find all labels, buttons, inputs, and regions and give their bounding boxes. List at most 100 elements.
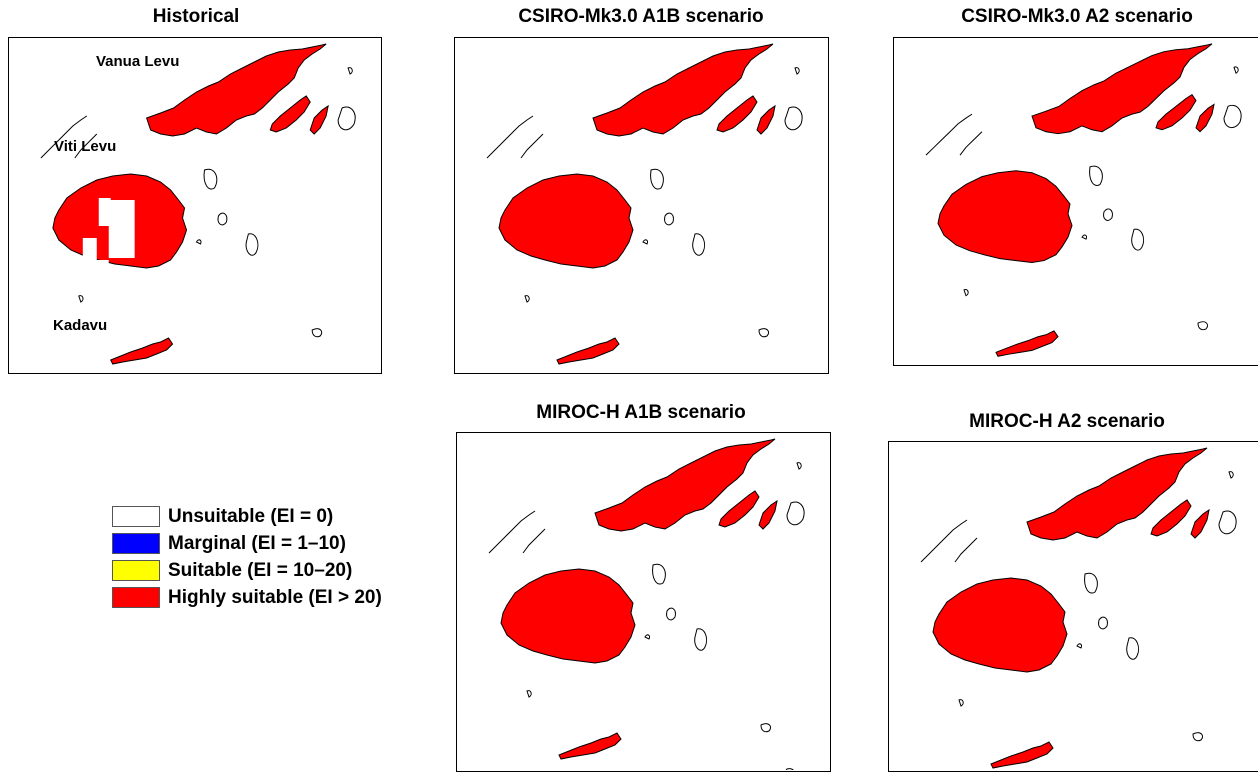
small-island-outline (1090, 166, 1103, 185)
small-island-outline (196, 240, 201, 244)
small-island-outline (665, 213, 674, 225)
island-vanua-levu-east (270, 96, 310, 132)
small-island-outline (521, 134, 543, 158)
map-csiro-a2 (893, 37, 1258, 366)
map-layer (921, 448, 1236, 772)
map-miroc-a2 (888, 441, 1258, 772)
small-island-outline (964, 289, 968, 295)
small-island-outline (1132, 229, 1144, 250)
island-vanua-levu-east (1151, 500, 1191, 536)
island-vanua-levu-east (1156, 95, 1196, 130)
map-miroc-a1b (456, 432, 831, 772)
island-vanua-levu (593, 44, 773, 136)
legend-item-marginal: Marginal (EI = 1–10) (112, 530, 382, 557)
legend-label: Highly suitable (EI > 20) (168, 587, 382, 609)
island-viti-levu (499, 174, 633, 268)
fiji-map (455, 38, 829, 374)
panel-title: CSIRO-Mk3.0 A1B scenario (518, 6, 763, 28)
island-viti-levu (933, 578, 1067, 672)
small-island-outline (525, 296, 529, 302)
small-island-outline (787, 502, 804, 525)
label-kadavu: Kadavu (53, 317, 107, 334)
legend-swatch (112, 560, 160, 581)
small-island-outline (1219, 511, 1236, 534)
small-island-outline (1234, 67, 1238, 73)
small-island-outline (1104, 209, 1113, 220)
legend-label: Marginal (EI = 1–10) (168, 533, 346, 555)
legend-label: Unsuitable (EI = 0) (168, 506, 333, 528)
small-island-outline (651, 169, 664, 189)
small-island-outline (1127, 638, 1139, 659)
label-viti-levu: Viti Levu (54, 138, 116, 155)
small-island-outline (523, 529, 545, 553)
small-island-outline (693, 234, 705, 255)
panel-title: CSIRO-Mk3.0 A2 scenario (961, 6, 1193, 28)
small-island-outline (204, 169, 217, 189)
island-vanua-levu (1027, 448, 1207, 540)
map-layer (489, 439, 804, 770)
map-csiro-a1b (454, 37, 829, 374)
map-layer (926, 44, 1241, 366)
small-island-outline (1198, 322, 1208, 330)
legend: Unsuitable (EI = 0) Marginal (EI = 1–10)… (112, 503, 382, 611)
small-island-outline (527, 691, 531, 697)
panel-title: Historical (153, 6, 240, 28)
small-island-outline (653, 564, 666, 584)
small-island-outline (1085, 573, 1098, 593)
small-island-outline (761, 724, 771, 732)
small-island-outline (246, 234, 258, 255)
unsuitable-cell (83, 238, 97, 260)
small-island-outline (312, 329, 322, 337)
unsuitable-cell (109, 200, 135, 258)
small-island-outline (695, 629, 707, 650)
small-island-outline (348, 68, 352, 74)
legend-swatch (112, 587, 160, 608)
island-kadavu (111, 338, 173, 364)
panel-title: MIROC-H A1B scenario (536, 402, 745, 424)
small-island-outline (959, 700, 963, 706)
island-kadavu (557, 338, 619, 364)
island-vanua-levu (595, 439, 775, 531)
fiji-map (457, 433, 831, 770)
island-viti-levu (938, 171, 1072, 263)
fiji-map (894, 38, 1258, 366)
small-island-outline (1193, 733, 1203, 741)
legend-swatch (112, 533, 160, 554)
map-layer (487, 44, 802, 374)
small-island-outline (338, 107, 355, 130)
small-island-outline (955, 538, 977, 562)
island-taveuni (1191, 510, 1209, 538)
island-taveuni (757, 106, 775, 134)
small-island-outline (797, 463, 801, 469)
island-taveuni (759, 501, 777, 529)
small-island-outline (786, 769, 795, 770)
island-vanua-levu-east (719, 491, 759, 527)
island-kadavu (559, 733, 621, 759)
legend-item-suitable: Suitable (EI = 10–20) (112, 557, 382, 584)
island-vanua-levu (1032, 44, 1212, 134)
panel-title: MIROC-H A2 scenario (969, 411, 1165, 433)
legend-item-unsuitable: Unsuitable (EI = 0) (112, 503, 382, 530)
small-island-outline (785, 107, 802, 130)
small-island-outline (1082, 235, 1087, 239)
small-island-outline (1077, 644, 1082, 648)
small-island-outline (645, 635, 650, 639)
island-vanua-levu-east (717, 96, 757, 132)
fiji-map (889, 442, 1258, 772)
island-kadavu (996, 331, 1058, 356)
small-island-outline (1099, 617, 1108, 629)
small-island-outline (960, 132, 982, 155)
small-island-outline (1224, 105, 1241, 127)
small-island-outline (1229, 472, 1233, 478)
small-island-outline (795, 68, 799, 74)
small-island-outline (79, 296, 83, 302)
island-kadavu (991, 742, 1053, 768)
small-island-outline (759, 329, 769, 337)
small-island-outline (218, 213, 227, 225)
unsuitable-cell (91, 260, 109, 270)
small-island-outline (667, 608, 676, 620)
island-viti-levu (501, 569, 635, 663)
label-vanua-levu: Vanua Levu (96, 53, 179, 70)
island-taveuni (310, 106, 328, 134)
legend-label: Suitable (EI = 10–20) (168, 560, 352, 582)
